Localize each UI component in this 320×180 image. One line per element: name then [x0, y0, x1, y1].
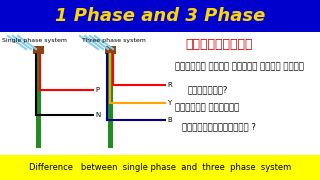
Text: R: R	[167, 82, 172, 88]
Bar	[105, 46, 116, 54]
Text: 1 Phase and 3 Phase: 1 Phase and 3 Phase	[55, 7, 265, 25]
Bar	[36, 54, 41, 148]
Bar	[0, 0, 320, 32]
Text: ಇವೆರಡರ ನಡುವಿನ: ಇವೆರಡರ ನಡುವಿನ	[175, 103, 239, 112]
Text: Difference   between  single phase  and  three  phase  system: Difference between single phase and thre…	[29, 163, 291, 172]
Text: ವ್ಯತ್ಯಾಸಗಳೇನು ?: ವ್ಯತ್ಯಾಸಗಳೇನು ?	[182, 122, 256, 131]
Text: N: N	[95, 112, 100, 118]
Bar	[108, 54, 113, 148]
Text: ಎಂದರೇನು?: ಎಂದರೇನು?	[188, 85, 228, 94]
Text: Y: Y	[167, 100, 171, 106]
Text: ಸಿಂಗಲ್ ಫೇಸ್ ಮತ್ತು ತ್ರೀ ಫೇಸ್: ಸಿಂಗಲ್ ಫೇಸ್ ಮತ್ತು ತ್ರೀ ಫೇಸ್	[175, 62, 304, 71]
Text: B: B	[167, 117, 172, 123]
Text: ಕಂనడదల్లಿ: ಕಂనడదల్లಿ	[185, 38, 252, 51]
Text: Single phase system: Single phase system	[2, 38, 67, 43]
Text: P: P	[95, 87, 99, 93]
Bar	[33, 46, 44, 54]
Text: Three phase system: Three phase system	[82, 38, 146, 43]
Bar	[0, 155, 320, 180]
